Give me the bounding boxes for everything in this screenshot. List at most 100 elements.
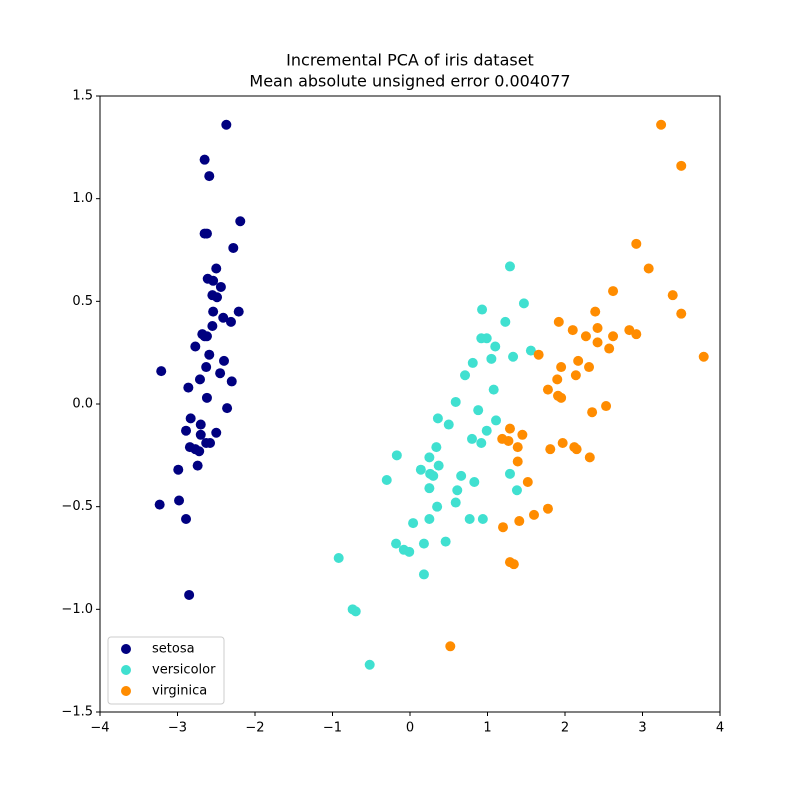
point [481, 425, 492, 436]
point [199, 228, 210, 239]
point [490, 341, 501, 352]
point [590, 306, 601, 317]
point [498, 522, 508, 533]
point [488, 384, 499, 395]
point [631, 329, 642, 340]
point [391, 538, 402, 549]
point [173, 464, 184, 475]
x-tick-label: −2 [245, 721, 264, 736]
point [529, 509, 539, 520]
x-tick-label: −4 [90, 721, 109, 736]
point [504, 423, 515, 434]
point [522, 477, 533, 488]
x-tick-label: −3 [168, 721, 187, 736]
point [608, 286, 619, 297]
point [503, 435, 514, 446]
point [584, 452, 595, 463]
point [508, 351, 519, 362]
point [643, 263, 654, 274]
point [181, 425, 192, 436]
point [631, 238, 642, 249]
point [424, 513, 435, 524]
point [333, 553, 344, 563]
x-tick-label: −1 [323, 721, 342, 736]
point [381, 474, 392, 485]
point [450, 396, 461, 407]
point [201, 331, 212, 342]
point [608, 331, 619, 342]
point [491, 415, 502, 426]
point [508, 559, 519, 570]
point [211, 427, 222, 438]
legend-label: virginica [152, 684, 207, 699]
point [184, 589, 195, 600]
point [443, 419, 454, 430]
point [445, 641, 456, 652]
legend-marker [121, 665, 131, 675]
point [511, 485, 522, 496]
point [424, 483, 435, 494]
x-tick-label: 1 [483, 721, 491, 736]
point [424, 452, 435, 463]
point [580, 331, 591, 342]
point [225, 316, 236, 327]
x-tick-label: 0 [406, 721, 414, 736]
point [194, 446, 205, 457]
point [228, 242, 239, 253]
point [512, 442, 523, 453]
point [517, 429, 528, 440]
point [207, 320, 218, 331]
point [676, 308, 687, 319]
point [233, 306, 244, 317]
legend-marker [121, 686, 131, 696]
point [201, 362, 212, 373]
point [584, 362, 595, 373]
point [567, 325, 578, 336]
point [473, 405, 484, 416]
point [218, 312, 229, 323]
point [226, 376, 237, 387]
point [154, 499, 165, 510]
point [553, 316, 564, 327]
point [556, 362, 567, 373]
point [205, 438, 216, 449]
point [592, 323, 603, 334]
point [477, 304, 488, 315]
point [418, 569, 429, 580]
point [204, 171, 215, 182]
point [486, 353, 497, 364]
point [481, 333, 492, 344]
y-tick-label: −1.0 [61, 602, 93, 617]
x-tick-label: 2 [561, 721, 569, 736]
point [552, 374, 563, 385]
point [235, 216, 246, 227]
point [518, 298, 529, 309]
point [194, 374, 205, 385]
chart-subtitle: Mean absolute unsigned error 0.004077 [249, 72, 570, 91]
x-tick-label: 3 [638, 721, 646, 736]
legend-box [107, 636, 225, 705]
y-tick-label: 1.5 [72, 89, 93, 104]
point [512, 456, 523, 467]
point [573, 355, 584, 366]
point [467, 433, 477, 444]
point [185, 413, 196, 424]
point [219, 355, 229, 366]
point [156, 366, 167, 377]
point [556, 392, 567, 403]
point [542, 503, 553, 514]
point [571, 444, 582, 455]
y-tick-label: −0.5 [61, 499, 93, 514]
point [199, 154, 210, 165]
point [364, 659, 375, 670]
chart-title: Incremental PCA of iris dataset [286, 51, 534, 70]
point [533, 349, 544, 360]
point [432, 501, 443, 512]
plot-frame [99, 95, 721, 713]
point [440, 536, 451, 547]
point [667, 290, 678, 301]
point [208, 275, 219, 286]
point [570, 370, 581, 381]
y-tick-label: 0.5 [72, 294, 93, 309]
y-tick-label: 1.0 [72, 191, 93, 206]
